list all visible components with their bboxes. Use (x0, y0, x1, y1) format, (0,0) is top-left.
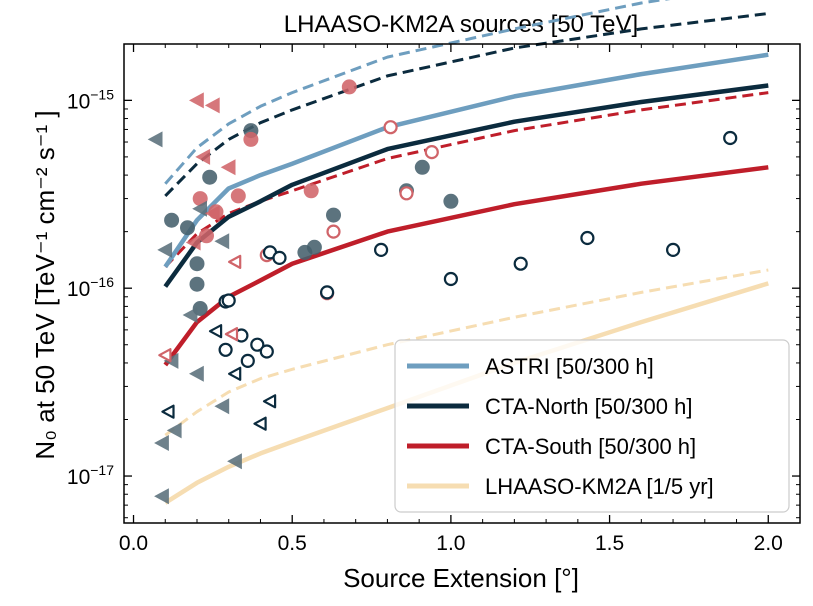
plot-frame (123, 43, 801, 524)
data-point-triangle-65 (228, 366, 242, 381)
legend-label: LHAASO-KM2A [1/5 yr] (485, 474, 714, 499)
x-tick-label: 1.0 (436, 532, 465, 555)
y-tick-label: 10−16 (67, 274, 114, 301)
data-point-triangle-64 (161, 404, 175, 419)
x-tick-label: 2.0 (754, 532, 783, 555)
data-point-circle-34 (272, 250, 287, 265)
chart-title: LHAASO-KM2A sources [50 TeV] (284, 11, 638, 38)
data-point-triangle-47 (214, 233, 230, 250)
data-point-circle-9 (326, 207, 341, 223)
data-point-circle-29 (218, 342, 233, 357)
data-point-triangle-44 (192, 200, 207, 217)
data-point-triangle-59 (185, 234, 201, 251)
data-point-circle-35 (320, 285, 335, 300)
data-point-circle-40 (665, 242, 681, 257)
data-point-triangle-57 (220, 159, 236, 176)
data-point-circle-1 (180, 220, 195, 236)
data-point-triangle-55 (204, 97, 220, 114)
legend-box (394, 339, 790, 513)
data-point-triangle-54 (189, 92, 204, 109)
legend-label: CTA-North [50/300 h] (485, 394, 692, 419)
data-point-triangle-52 (227, 453, 242, 470)
scatter-points (147, 79, 738, 505)
legend-label: ASTRI [50/300 h] (485, 354, 654, 379)
y-tick-label: 10−17 (67, 462, 114, 489)
data-point-triangle-50 (166, 422, 182, 439)
y-tick-label: 10−15 (67, 86, 114, 113)
data-point-circle-14 (199, 228, 214, 244)
data-point-triangle-63 (208, 324, 223, 339)
data-point-circle-18 (303, 183, 319, 199)
data-point-circle-11 (414, 159, 430, 175)
legend-label: CTA-South [50/300 h] (485, 434, 696, 459)
x-axis-label: Source Extension [°] (343, 563, 579, 593)
data-point-circle-19 (341, 79, 357, 95)
series-line-lhaaso-km2a-5-yr (164, 268, 769, 437)
data-point-triangle-49 (214, 398, 230, 415)
series-line-lhaaso-km2a-1-yr (164, 281, 769, 505)
data-point-triangle-45 (182, 307, 198, 323)
legend: ASTRI [50/300 h] CTA-North [50/300 h] CTA-… (394, 339, 790, 513)
data-point-circle-37 (443, 271, 458, 287)
data-point-triangle-67 (253, 416, 267, 431)
data-point-triangle-42 (147, 131, 163, 148)
data-point-triangle-58 (204, 205, 220, 222)
x-tick-label: 0.0 (119, 532, 148, 555)
data-point-circle-16 (230, 188, 246, 204)
y-axis-label: N₀ at 50 TeV [TeV⁻¹ cm⁻² s⁻¹ ] (30, 110, 60, 459)
data-point-triangle-66 (262, 394, 277, 409)
data-point-circle-5 (202, 169, 218, 185)
data-point-triangle-53 (154, 488, 169, 505)
data-point-circle-25 (424, 145, 439, 160)
data-point-circle-38 (513, 256, 528, 271)
data-point-circle-31 (250, 337, 265, 352)
data-point-triangle-62 (228, 254, 242, 269)
data-point-circle-36 (374, 242, 389, 257)
data-point-circle-8 (306, 239, 322, 255)
data-point-triangle-51 (154, 435, 169, 451)
data-point-triangle-48 (189, 365, 204, 382)
series-line-astri-50-h (163, 52, 769, 269)
data-point-triangle-43 (157, 241, 173, 258)
data-point-circle-27 (221, 293, 236, 308)
series-line-cta-south-50-h (163, 165, 769, 367)
series-lines (163, 0, 769, 505)
data-point-circle-23 (383, 120, 398, 135)
data-point-circle-17 (243, 131, 259, 147)
data-point-circle-39 (580, 230, 595, 246)
series-line-cta-south-300-h (164, 91, 769, 268)
data-point-circle-24 (399, 186, 414, 201)
data-point-circle-0 (164, 212, 180, 228)
data-point-triangle-56 (195, 148, 211, 165)
series-line-astri-300-h (164, 0, 671, 185)
data-point-circle-3 (189, 276, 205, 292)
data-point-circle-12 (443, 193, 459, 209)
data-point-circle-22 (326, 224, 341, 239)
data-point-triangle-61 (224, 327, 239, 342)
x-tick-label: 1.5 (595, 532, 624, 555)
data-point-circle-32 (259, 344, 274, 359)
data-point-circle-2 (189, 256, 205, 272)
data-point-circle-30 (240, 353, 255, 368)
data-point-triangle-60 (158, 348, 172, 363)
data-point-circle-41 (723, 130, 738, 146)
x-tick-label: 0.5 (278, 532, 307, 555)
axes: 0.0 0.5 1.0 1.5 2.0 10−17 10−16 10−15 (67, 43, 801, 555)
